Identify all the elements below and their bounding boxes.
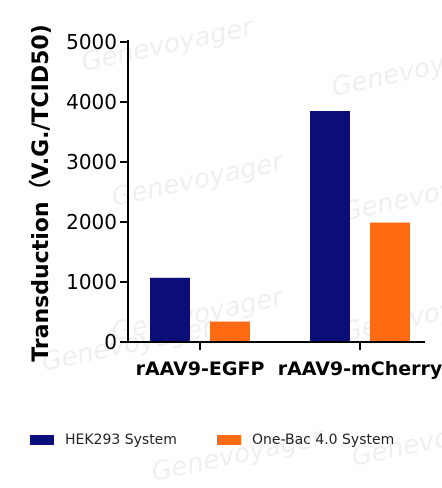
y-tick-label: 3000 bbox=[66, 150, 117, 174]
y-axis-label-group: Transduction（V.G./TCID50) bbox=[29, 24, 54, 362]
y-tick-label: 1000 bbox=[66, 270, 117, 294]
y-tick-label: 0 bbox=[104, 330, 117, 354]
x-category-label: rAAV9-mCherry bbox=[278, 358, 442, 380]
legend: HEK293 System One-Bac 4.0 System bbox=[30, 432, 442, 448]
bars-group bbox=[150, 111, 410, 342]
y-tick-label: 5000 bbox=[66, 30, 117, 54]
y-tick-label: 2000 bbox=[66, 210, 117, 234]
axes-group bbox=[127, 40, 425, 343]
bar-one-bac-4-0-system-raav9-egfp bbox=[210, 321, 250, 342]
legend-item-onebac: One-Bac 4.0 System bbox=[216, 432, 395, 448]
legend-swatch-hek293 bbox=[30, 435, 54, 445]
ticks-group: 0 1000 2000 3000 4000 5000 rAAV9-EGFP rAAV9-mCh… bbox=[66, 30, 442, 380]
x-category-label: rAAV9-EGFP bbox=[136, 358, 265, 380]
legend-item-hek293: HEK293 System bbox=[30, 432, 177, 448]
y-axis-label: Transduction（V.G./TCID50) bbox=[29, 24, 54, 362]
legend-label-onebac: One-Bac 4.0 System bbox=[251, 432, 395, 448]
legend-swatch-onebac bbox=[216, 435, 241, 445]
legend-label-hek293: HEK293 System bbox=[65, 432, 177, 448]
chart-area: Genevoyager Genevoyager Genevoyager Gene… bbox=[29, 12, 442, 488]
bar-chart: Transduction（V.G./TCID50) 0 1000 2000 3000 4… bbox=[29, 24, 442, 380]
bar-hek293-system-raav9-mcherry bbox=[310, 111, 350, 342]
bar-hek293-system-raav9-egfp bbox=[150, 277, 190, 342]
y-tick-label: 4000 bbox=[66, 90, 117, 114]
bar-one-bac-4-0-system-raav9-mcherry bbox=[370, 222, 410, 342]
